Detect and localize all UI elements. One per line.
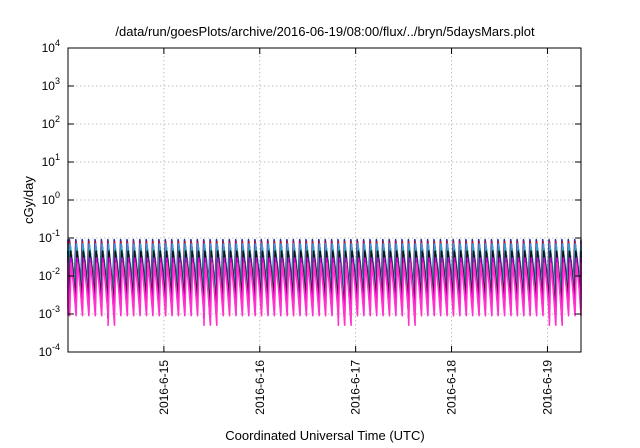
y-tick-label-base: 10 bbox=[42, 193, 56, 207]
chart-title: /data/run/goesPlots/archive/2016-06-19/0… bbox=[115, 24, 535, 39]
y-tick-label: 10-2 bbox=[39, 266, 60, 283]
y-tick-label-base: 10 bbox=[42, 155, 56, 169]
x-tick-label: 2016-6-17 bbox=[349, 360, 363, 415]
y-tick-label-exponent: 1 bbox=[55, 152, 60, 162]
x-axis: 2016-6-15 2016-6-16 2016-6-17 2016-6-18 2016… bbox=[157, 48, 554, 415]
x-axis-label: Coordinated Universal Time (UTC) bbox=[225, 428, 424, 443]
series-group bbox=[67, 238, 582, 327]
y-tick-label-base: 10 bbox=[39, 307, 53, 321]
y-tick-label: 103 bbox=[42, 76, 60, 93]
y-tick-label: 10-4 bbox=[39, 342, 60, 359]
x-tick-label: 2016-6-16 bbox=[253, 360, 267, 415]
y-axis-label: cGy/day bbox=[21, 176, 36, 224]
y-tick-label: 101 bbox=[42, 152, 60, 169]
y-tick-label: 104 bbox=[42, 38, 60, 55]
y-tick-label: 100 bbox=[42, 190, 60, 207]
x-tick-label: 2016-6-18 bbox=[445, 360, 459, 415]
y-tick-label-base: 10 bbox=[42, 41, 56, 55]
y-tick-label-exponent: 0 bbox=[55, 190, 60, 200]
y-tick-label-exponent: -1 bbox=[52, 228, 60, 238]
y-tick-label-base: 10 bbox=[39, 231, 53, 245]
y-tick-label-base: 10 bbox=[42, 117, 56, 131]
y-tick-label-exponent: -3 bbox=[52, 304, 60, 314]
y-tick-label-base: 10 bbox=[42, 79, 56, 93]
y-tick-label: 102 bbox=[42, 114, 60, 131]
x-tick-label: 2016-6-15 bbox=[157, 360, 171, 415]
y-tick-label-exponent: -2 bbox=[52, 266, 60, 276]
y-tick-label-exponent: 2 bbox=[55, 114, 60, 124]
x-tick-label: 2016-6-19 bbox=[540, 360, 554, 415]
y-tick-label-exponent: 4 bbox=[55, 38, 60, 48]
y-tick-label: 10-1 bbox=[39, 228, 60, 245]
y-tick-label: 10-3 bbox=[39, 304, 60, 321]
y-tick-label-base: 10 bbox=[39, 269, 53, 283]
y-tick-label-exponent: -4 bbox=[52, 342, 60, 352]
y-tick-label-exponent: 3 bbox=[55, 76, 60, 86]
y-tick-label-base: 10 bbox=[39, 345, 53, 359]
series-line bbox=[67, 262, 582, 327]
